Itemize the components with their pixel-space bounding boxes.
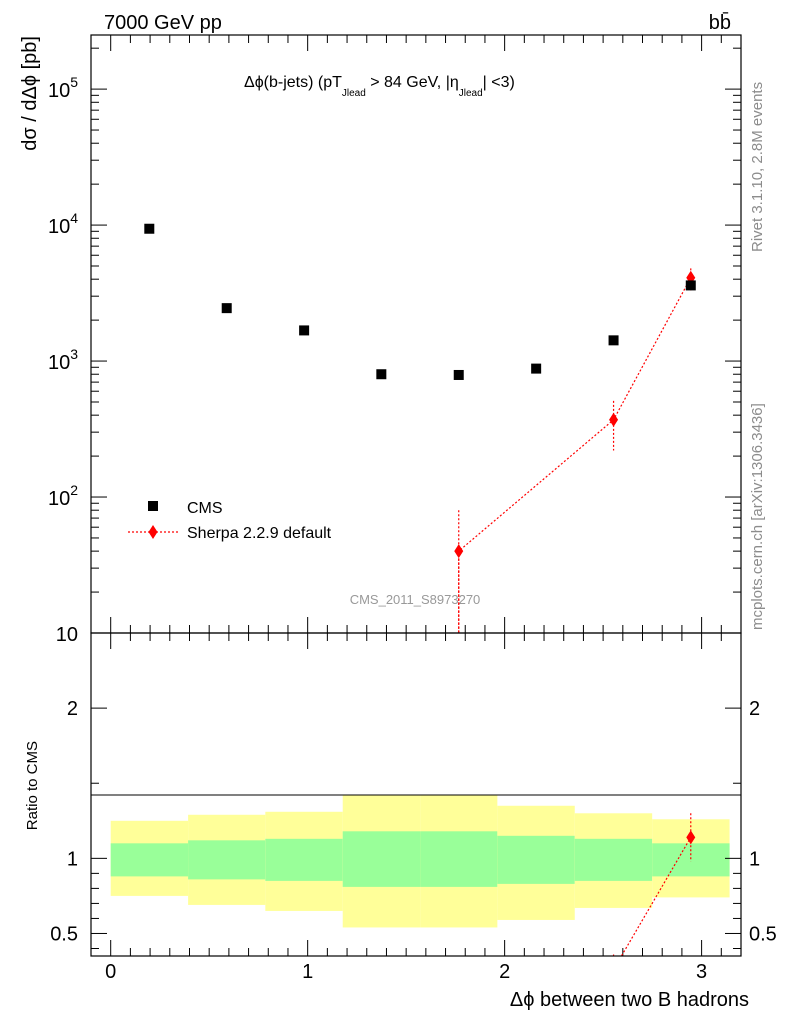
y-tick-label: 105 (48, 74, 78, 102)
data-point (685, 280, 696, 291)
mc-point (609, 412, 619, 427)
ratio-y-tick-label: 2 (67, 698, 78, 720)
main-title: Δϕ(b-jets) (pTJlead > 84 GeV, |ηJlead| <… (244, 74, 515, 99)
ratio-band-stat (497, 835, 575, 884)
ratio-band-stat (188, 840, 266, 880)
y-axis-label: dσ / dΔϕ [pb] (19, 36, 41, 151)
mc-point (454, 544, 464, 559)
y-tick-label: 10 (56, 624, 78, 646)
ratio-y-tick-label-right: 2 (749, 698, 760, 720)
y-tick-label: 103 (48, 346, 78, 374)
energy-label: 7000 GeV pp (104, 12, 222, 34)
main-series (144, 223, 696, 633)
ratio-band-stat (420, 831, 498, 887)
ratio-y-tick-label-right: 1 (749, 848, 760, 870)
y-tick-label: 104 (48, 210, 78, 238)
data-point (221, 303, 232, 314)
ratio-y-tick-label-right: 0.5 (749, 923, 777, 945)
legend-marker-cms (148, 501, 158, 511)
data-point (608, 335, 619, 346)
data-point (376, 369, 387, 380)
ratio-frame (90, 632, 742, 957)
main-frame (90, 34, 742, 634)
main-watermark: CMS_2011_S8973270 (350, 592, 481, 607)
ratio-series (609, 813, 696, 977)
ratio-bands (110, 795, 730, 928)
x-tick-label: 1 (302, 961, 313, 983)
x-tick-label: 0 (105, 961, 116, 983)
data-point (453, 369, 464, 380)
mcplots-source-label: mcplots.cern.ch [arXiv:1306.3436] (749, 403, 766, 630)
x-tick-label: 2 (499, 961, 510, 983)
ratio-band-stat (652, 843, 730, 877)
legend: CMS Sherpa 2.2.9 default (128, 500, 332, 542)
ratio-mc-point (686, 830, 696, 845)
legend-marker-mc (148, 525, 158, 539)
ratio-band-stat (110, 843, 189, 877)
main-panel: Δϕ(b-jets) (pTJlead > 84 GeV, |ηJlead| <… (19, 34, 742, 983)
ratio-y-tick-label: 1 (67, 848, 78, 870)
legend-label-cms: CMS (187, 500, 223, 517)
ratio-band-stat (342, 831, 421, 887)
y-tick-label: 102 (48, 482, 78, 510)
data-point (299, 325, 310, 336)
ratio-band-stat (574, 838, 653, 881)
ratio-band-stat (265, 838, 343, 881)
main-ticks: 10 102 103 104 105 0 1 2 3 (48, 35, 742, 983)
x-axis-label: Δϕ between two B hadrons (510, 989, 749, 1011)
ratio-y-tick-label: 0.5 (50, 923, 78, 945)
data-point (144, 223, 155, 234)
ratio-panel: 0.5 0.5 1 1 2 2 Ratio to CMS Δϕ between two B… (24, 632, 777, 1011)
ratio-mc-point (609, 963, 618, 977)
process-label: bb̄ (709, 11, 731, 34)
ratio-ticks: 0.5 0.5 1 1 2 2 (50, 698, 777, 949)
ratio-y-label: Ratio to CMS (24, 741, 41, 830)
rivet-version-label: Rivet 3.1.10, 2.8M events (749, 81, 766, 252)
x-tick-label: 3 (696, 961, 707, 983)
ratio-mc-line (620, 837, 692, 956)
mc-line (458, 277, 692, 633)
legend-label-mc: Sherpa 2.2.9 default (187, 525, 332, 542)
data-point (531, 363, 542, 374)
